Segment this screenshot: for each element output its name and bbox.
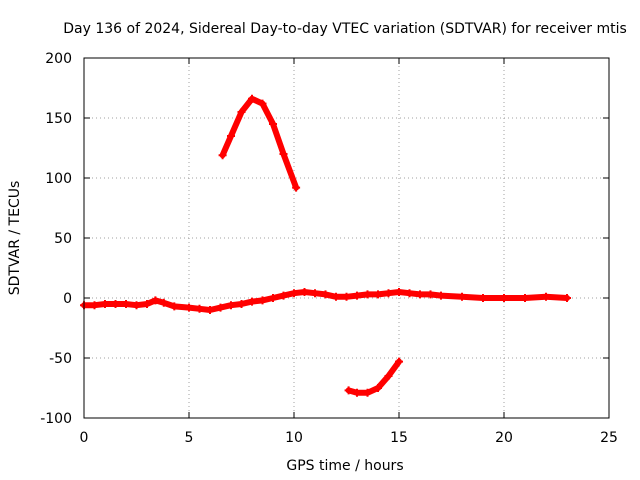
- data-point: [342, 292, 351, 301]
- data-point: [374, 384, 382, 392]
- y-tick-label: 50: [54, 231, 72, 247]
- data-point: [279, 150, 288, 158]
- data-point: [395, 288, 403, 296]
- data-point: [384, 372, 393, 380]
- data-point: [195, 304, 204, 313]
- data-point: [248, 297, 256, 306]
- data-point: [227, 132, 235, 140]
- data-point: [353, 388, 361, 397]
- data-point: [90, 301, 99, 310]
- y-tick-label: -100: [40, 411, 72, 427]
- data-point: [227, 301, 235, 310]
- data-point: [395, 357, 403, 366]
- x-tick-label: 25: [600, 430, 618, 446]
- x-tick-label: 10: [285, 430, 303, 446]
- data-point: [132, 301, 141, 310]
- data-point: [269, 294, 277, 302]
- data-point: [206, 306, 214, 314]
- data-point: [218, 151, 227, 160]
- y-tick-label: 150: [45, 111, 72, 127]
- series-line: [219, 95, 300, 191]
- x-axis-label: GPS time / hours: [286, 458, 403, 474]
- chart-title: Day 136 of 2024, Sidereal Day-to-day VTE…: [63, 21, 627, 37]
- series-arc-2: [344, 357, 403, 397]
- data-point: [300, 288, 309, 296]
- data-point: [185, 303, 193, 312]
- y-tick-label: 200: [45, 51, 72, 67]
- data-point: [426, 290, 435, 299]
- data-point: [237, 108, 246, 116]
- data-point: [290, 289, 298, 298]
- data-point: [151, 296, 160, 305]
- data-point: [405, 289, 414, 298]
- data-point: [479, 294, 487, 302]
- series-arc-1: [218, 94, 301, 192]
- data-point: [170, 302, 179, 311]
- x-tick-label: 20: [495, 430, 513, 446]
- data-point: [269, 120, 277, 128]
- data-point: [258, 296, 267, 305]
- data-point: [216, 303, 225, 312]
- data-point: [437, 291, 445, 300]
- grid: [84, 58, 609, 418]
- data-point: [384, 289, 393, 298]
- plot-frame: [83, 57, 610, 419]
- data-point: [500, 294, 508, 302]
- data-point: [374, 290, 382, 299]
- data-point: [159, 298, 168, 307]
- data-point: [111, 300, 120, 308]
- x-tick-label: 15: [390, 430, 408, 446]
- data-point: [542, 292, 550, 301]
- data-point: [353, 291, 361, 300]
- data-point: [563, 294, 571, 302]
- data-point: [237, 300, 246, 308]
- axis-ticks: [83, 57, 610, 419]
- data-point: [101, 300, 109, 308]
- data-point: [321, 290, 330, 299]
- y-tick-label: 100: [45, 171, 72, 187]
- data-series: [80, 94, 571, 397]
- data-point: [458, 292, 466, 301]
- x-tick-label: 5: [185, 430, 194, 446]
- series-line: [345, 358, 402, 396]
- data-point: [248, 94, 256, 103]
- x-tick-label: 0: [80, 430, 89, 446]
- data-point: [311, 289, 319, 298]
- data-point: [143, 300, 151, 308]
- data-point: [332, 292, 340, 301]
- axis-tick-labels: 0 5 10 15 20 25 -100 -50 0 50 100 150 200: [40, 51, 618, 446]
- data-point: [416, 290, 424, 299]
- series-baseline: [80, 288, 571, 314]
- data-point: [279, 291, 288, 300]
- data-point: [122, 300, 130, 308]
- data-point: [363, 290, 372, 299]
- data-point: [258, 99, 267, 108]
- y-axis-label: SDTVAR / TECUs: [7, 181, 23, 296]
- data-point: [292, 183, 301, 192]
- data-point: [521, 294, 529, 302]
- data-point: [363, 388, 372, 397]
- y-tick-label: 0: [63, 291, 72, 307]
- y-tick-label: -50: [49, 351, 72, 367]
- data-point: [344, 386, 353, 395]
